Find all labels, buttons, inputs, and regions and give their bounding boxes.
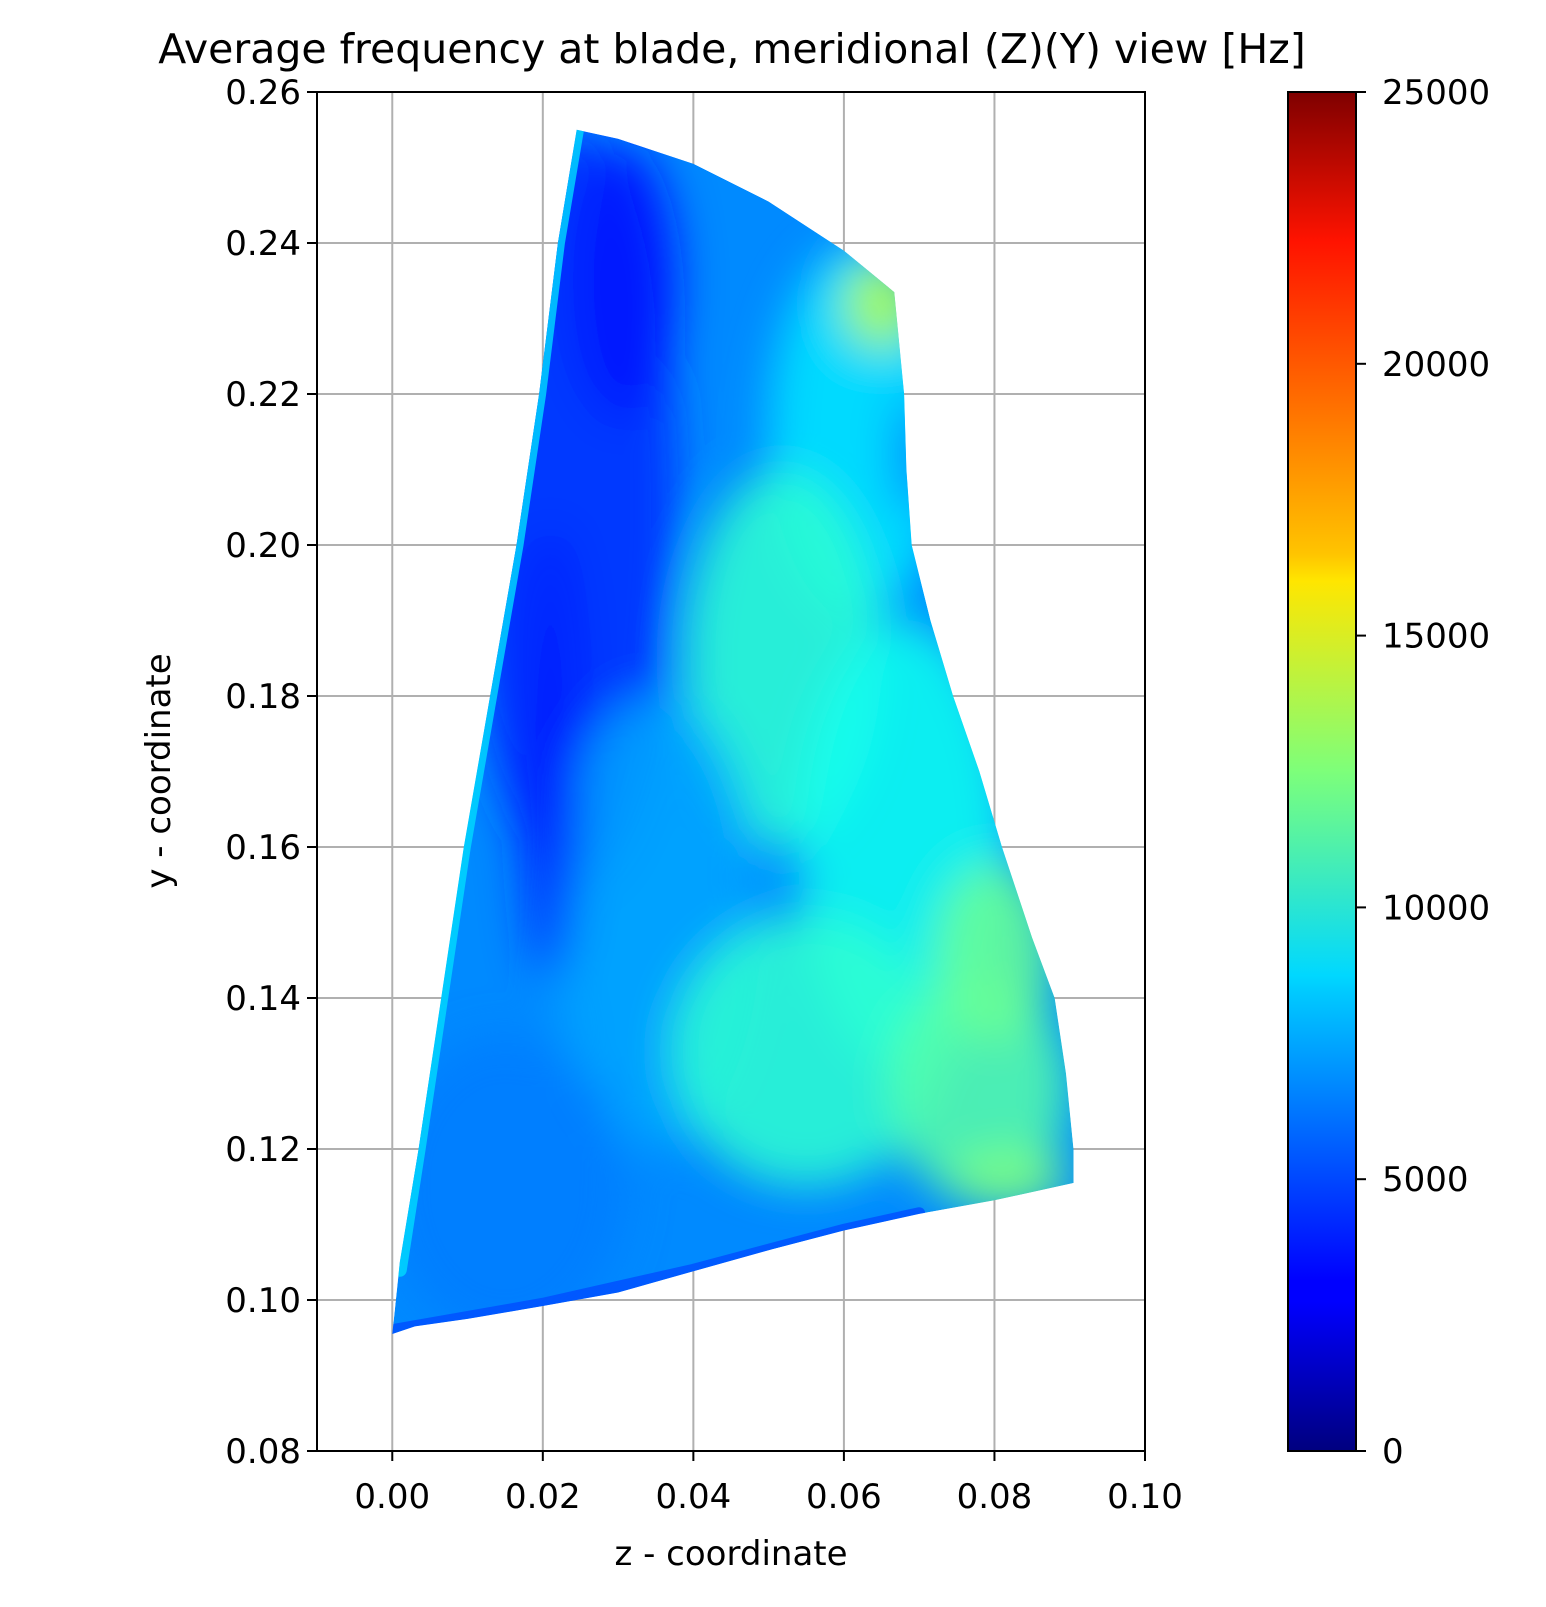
y-axis-label: y - coordinate	[139, 653, 179, 888]
frequency-region	[670, 914, 942, 1187]
colorbar-tick-label: 25000	[1382, 73, 1490, 113]
y-tick-label: 0.10	[225, 1281, 301, 1321]
chart-title: Average frequency at blade, meridional (…	[158, 25, 1306, 73]
frequency-region	[899, 394, 924, 515]
plot-frame	[316, 91, 1146, 1452]
frequency-region	[520, 529, 581, 983]
blade-surface	[392, 129, 1074, 1334]
x-tick-label: 0.06	[806, 1477, 882, 1517]
colorbar-tick-label: 20000	[1382, 345, 1490, 385]
y-tick-label: 0.08	[225, 1432, 301, 1472]
colorbar-tick-label: 0	[1382, 1432, 1404, 1472]
frequency-region	[949, 1149, 1070, 1210]
colorbar-tick-label: 5000	[1382, 1160, 1469, 1200]
y-tick-label: 0.14	[225, 979, 301, 1019]
y-tick-label: 0.16	[225, 828, 301, 868]
x-tick-label: 0.08	[957, 1477, 1033, 1517]
x-axis: 0.00 0.02 0.04 0.06 0.08 0.10	[354, 1451, 1183, 1517]
x-tick-label: 0.04	[656, 1477, 732, 1517]
x-tick-label: 0.02	[505, 1477, 581, 1517]
colorbar-tick-label: 10000	[1382, 888, 1490, 928]
y-axis: 0.08 0.10 0.12 0.14 0.16 0.18 0.20 0.22 0.24 0.26	[225, 73, 317, 1472]
y-tick-label: 0.20	[225, 526, 301, 566]
y-tick-label: 0.22	[225, 375, 301, 415]
colorbar-tick-label: 15000	[1382, 617, 1490, 657]
frequency-region	[889, 975, 1070, 1202]
x-axis-label: z - coordinate	[614, 1534, 847, 1574]
y-tick-label: 0.12	[225, 1130, 301, 1170]
colorbar-gradient	[1287, 91, 1357, 1452]
x-tick-label: 0.10	[1107, 1477, 1183, 1517]
frequency-region	[843, 258, 920, 349]
y-tick-label: 0.26	[225, 73, 301, 113]
edge-band-hub	[392, 1207, 926, 1334]
y-tick-label: 0.24	[225, 224, 301, 264]
frequency-region	[392, 1035, 626, 1334]
colorbar: 0 5000 10000 15000 20000 25000	[1287, 73, 1490, 1472]
frequency-region	[572, 144, 679, 417]
frequency-region	[934, 862, 1055, 1044]
colorbar-ticks: 0 5000 10000 15000 20000 25000	[1356, 73, 1490, 1472]
y-tick-label: 0.18	[225, 677, 301, 717]
x-tick-label: 0.00	[354, 1477, 430, 1517]
